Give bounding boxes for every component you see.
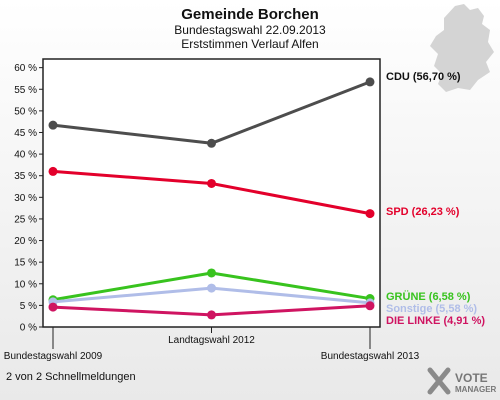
logo-line2: MANAGER (455, 385, 497, 394)
y-tick-label: 20 % (14, 236, 37, 247)
x-tick-label: Landtagswahl 2012 (168, 335, 255, 346)
chart-subtitle-2: Erststimmen Verlauf Alfen (181, 37, 318, 51)
footer-text: 2 von 2 Schnellmeldungen (6, 371, 136, 383)
plot-area (42, 58, 381, 328)
y-tick-label: 15 % (14, 258, 37, 269)
y-tick-label: 30 % (14, 193, 37, 204)
series-group (48, 77, 375, 320)
y-axis: 0 % 5 % 10 % 15 % 20 % 25 % 30 % 35 % 40 % 45 % 50… (14, 63, 43, 334)
series-end-label: SPD (26,23 %) (386, 206, 460, 218)
data-point (207, 283, 216, 293)
series-end-label: DIE LINKE (4,91 %) (386, 315, 485, 327)
y-tick-label: 35 % (14, 171, 37, 182)
votemanager-logo: VOTE MANAGER (427, 367, 497, 395)
data-point (207, 268, 216, 278)
series-labels: CDU (56,70 %) SPD (26,23 %) GRÜNE (6,58 %)… (386, 71, 485, 327)
data-point (365, 77, 375, 87)
series-end-label: Sonstige (5,58 %) (386, 303, 477, 315)
chart-title: Gemeinde Borchen (181, 6, 319, 23)
y-tick-label: 60 % (14, 63, 37, 74)
x-tick-label: Bundestagswahl 2009 (4, 351, 103, 362)
chart-subtitle: Bundestagswahl 22.09.2013 (174, 23, 326, 37)
data-point (207, 310, 216, 320)
x-mark-icon (427, 367, 451, 395)
x-tick-label: Bundestagswahl 2013 (321, 351, 420, 362)
y-tick-label: 55 % (14, 85, 37, 96)
data-point (48, 166, 58, 176)
data-point (48, 302, 58, 312)
data-point (207, 138, 216, 148)
series-end-label: CDU (56,70 %) (386, 71, 461, 83)
y-tick-label: 25 % (14, 214, 37, 225)
logo-line1: VOTE (455, 371, 488, 385)
y-tick-label: 10 % (14, 279, 37, 290)
y-tick-label: 50 % (14, 106, 37, 117)
germany-map-icon (430, 4, 494, 92)
y-tick-label: 5 % (20, 301, 37, 312)
series-end-label: GRÜNE (6,58 %) (386, 290, 471, 303)
data-point (48, 120, 58, 130)
data-point (365, 301, 375, 311)
y-tick-label: 40 % (14, 150, 37, 161)
y-tick-label: 0 % (20, 323, 37, 334)
data-point (207, 178, 216, 188)
y-tick-label: 45 % (14, 128, 37, 139)
data-point (365, 209, 375, 219)
x-axis: Bundestagswahl 2009 Landtagswahl 2012 Bund… (4, 327, 420, 362)
